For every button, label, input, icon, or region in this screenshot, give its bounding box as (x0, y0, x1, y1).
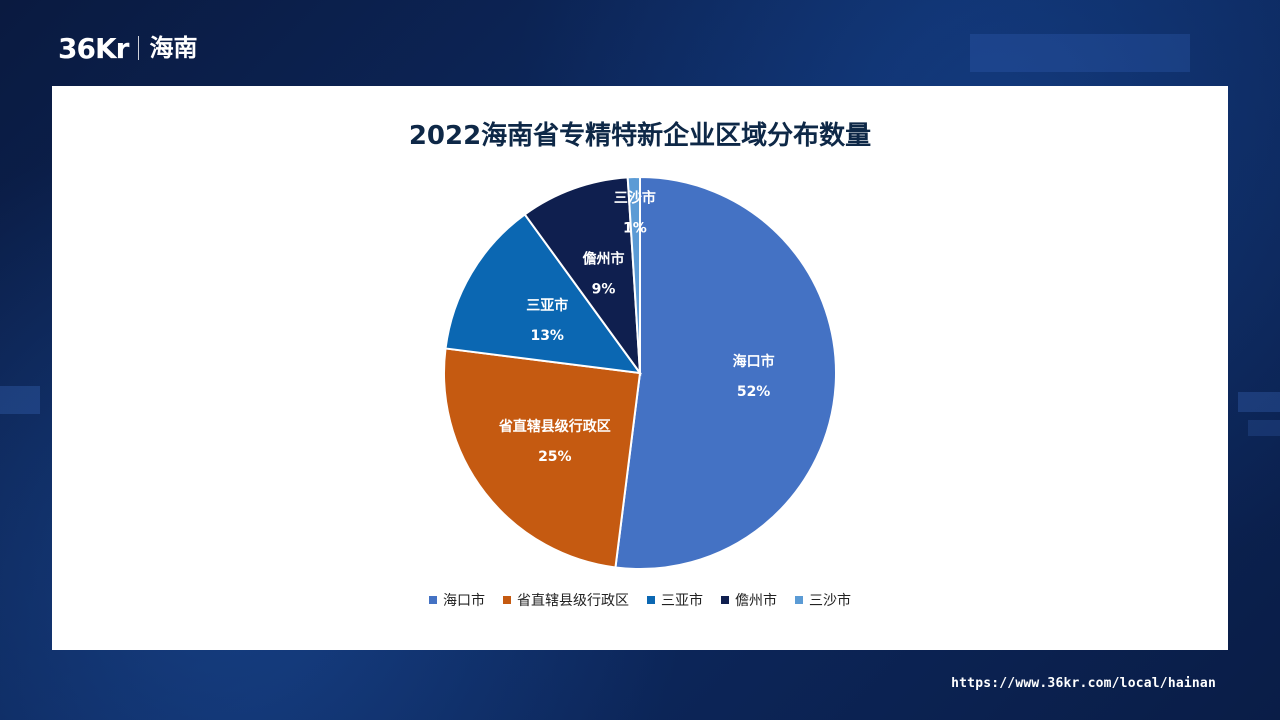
slice-label-name-2: 省直辖县级行政区 (498, 418, 611, 435)
pie-slices-group (443, 175, 837, 570)
slice-label-value-4: 9% (592, 282, 616, 298)
legend-label-3: 三亚市 (661, 593, 703, 609)
background-tile (1238, 392, 1280, 412)
slice-label-value-5: 1% (623, 220, 647, 236)
legend-item-1: 海口市 (429, 590, 485, 610)
pie-labels-group: 海口市 52% 省直辖县级行政区 25% 三亚市 13% 儋州市 9% 三沙市 1% (498, 189, 775, 465)
legend-item-4: 儋州市 (721, 590, 777, 610)
legend-swatch-1 (429, 596, 437, 604)
background-tile (970, 34, 1190, 72)
legend-label-4: 儋州市 (735, 593, 777, 609)
slice-label-value-1: 52% (737, 384, 771, 400)
pie-slice-4 (523, 176, 642, 377)
pie-slice-1 (614, 175, 837, 570)
pie-slice-2 (443, 347, 642, 569)
legend-item-5: 三沙市 (795, 590, 851, 610)
legend-item-3: 三亚市 (647, 590, 703, 610)
legend-swatch-5 (795, 596, 803, 604)
chart-legend: 海口市 省直辖县级行政区 三亚市 儋州市 三沙市 (0, 590, 1280, 610)
legend-swatch-3 (647, 596, 655, 604)
slice-label-name-3: 三亚市 (526, 297, 568, 314)
background-tile (0, 386, 40, 414)
pie-chart: 海口市 52% 省直辖县级行政区 25% 三亚市 13% 儋州市 9% 三沙市 1% (443, 175, 837, 570)
pie-slice-3 (444, 213, 643, 375)
legend-label-1: 海口市 (443, 593, 485, 609)
slice-label-name-1: 海口市 (733, 353, 775, 370)
pie-slice-5 (626, 175, 641, 374)
brand-name: 海南 (149, 34, 198, 62)
legend-label-2: 省直辖县级行政区 (517, 593, 629, 609)
legend-swatch-2 (503, 596, 511, 604)
brand-logo-text: 36Kr (58, 32, 129, 65)
slice-label-value-3: 13% (530, 328, 564, 344)
slice-label-name-4: 儋州市 (582, 251, 624, 268)
legend-swatch-4 (721, 596, 729, 604)
slice-label-value-2: 25% (538, 449, 572, 465)
brand-divider (138, 36, 140, 60)
legend-label-5: 三沙市 (809, 593, 851, 609)
chart-title: 2022海南省专精特新企业区域分布数量 (408, 121, 872, 151)
background-tile (1248, 420, 1280, 436)
legend-item-2: 省直辖县级行政区 (503, 590, 629, 610)
slice-label-name-5: 三沙市 (614, 189, 656, 206)
footer-url: https://www.36kr.com/local/hainan (951, 676, 1216, 691)
brand: 36Kr 海南 (58, 32, 198, 65)
